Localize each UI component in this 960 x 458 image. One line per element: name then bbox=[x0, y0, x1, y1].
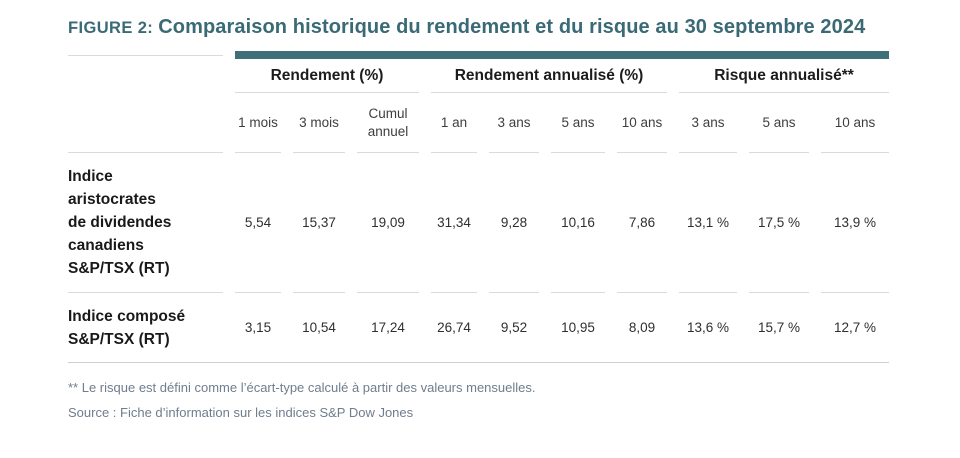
column-header-1mois: 1 mois bbox=[235, 93, 281, 153]
figure-title: FIGURE 2: Comparaison historique du rende… bbox=[68, 12, 893, 43]
column-header-3ans: 3 ans bbox=[489, 93, 539, 153]
cell-value: 12,7 % bbox=[833, 320, 877, 335]
footnote-source: Source : Fiche d’information sur les ind… bbox=[68, 405, 414, 420]
row-label-aristocrates: Indice aristocrates de dividendes canadi… bbox=[68, 153, 223, 293]
cell-value: 13,9 % bbox=[821, 153, 889, 293]
row-label-compose: Indice composé S&P/TSX (RT) bbox=[68, 307, 186, 348]
group-row-spacer bbox=[68, 59, 223, 93]
figure-title-text: Comparaison historique du rendement et d… bbox=[158, 16, 866, 38]
footnotes: ** Le risque est défini comme l’écart-ty… bbox=[68, 378, 893, 423]
column-group-rendement: Rendement (%) bbox=[235, 59, 419, 93]
cell-value: 8,09 bbox=[628, 320, 656, 335]
column-group-rendement-annualise: Rendement annualisé (%) bbox=[431, 59, 667, 93]
column-header-cumul-annuel: Cumul annuel bbox=[357, 93, 419, 153]
column-header-5ans: 5 ans bbox=[551, 93, 605, 153]
cell-value: 13,6 % bbox=[686, 320, 730, 335]
cell-value: 3,15 bbox=[244, 320, 272, 335]
label-column-header bbox=[68, 93, 223, 153]
cell-value: 15,37 bbox=[293, 153, 345, 293]
cell-value: 10,54 bbox=[302, 320, 336, 335]
label-column-topline bbox=[68, 51, 223, 59]
cell-value: 10,16 bbox=[551, 153, 605, 293]
cell-value: 9,52 bbox=[500, 320, 528, 335]
cell-value: 9,28 bbox=[489, 153, 539, 293]
cell-value: 17,5 % bbox=[749, 153, 809, 293]
cell-value: 17,24 bbox=[371, 320, 405, 335]
table-bottom-divider bbox=[68, 362, 889, 363]
cell-value: 26,74 bbox=[437, 320, 471, 335]
column-header-risque-3ans: 3 ans bbox=[679, 93, 737, 153]
gray-hairline bbox=[68, 54, 223, 56]
cell-value: 13,1 % bbox=[679, 153, 737, 293]
performance-risk-table: Rendement (%) Rendement annualisé (%) Ri… bbox=[68, 51, 889, 363]
column-header-10ans: 10 ans bbox=[617, 93, 667, 153]
cell-value: 31,34 bbox=[431, 153, 477, 293]
figure-number-label: FIGURE 2: bbox=[68, 19, 154, 37]
cell-value: 10,95 bbox=[561, 320, 595, 335]
column-header-1an: 1 an bbox=[431, 93, 477, 153]
cell-value: 19,09 bbox=[357, 153, 419, 293]
column-header-risque-10ans: 10 ans bbox=[821, 93, 889, 153]
cell-value: 7,86 bbox=[617, 153, 667, 293]
cell-value: 5,54 bbox=[235, 153, 281, 293]
accent-bar bbox=[235, 51, 889, 59]
column-header-3mois: 3 mois bbox=[293, 93, 345, 153]
footnote-risk-definition: ** Le risque est défini comme l’écart-ty… bbox=[68, 380, 536, 395]
cell-value: 15,7 % bbox=[757, 320, 801, 335]
column-header-risque-5ans: 5 ans bbox=[749, 93, 809, 153]
column-group-risque-annualise: Risque annualisé** bbox=[679, 59, 889, 93]
